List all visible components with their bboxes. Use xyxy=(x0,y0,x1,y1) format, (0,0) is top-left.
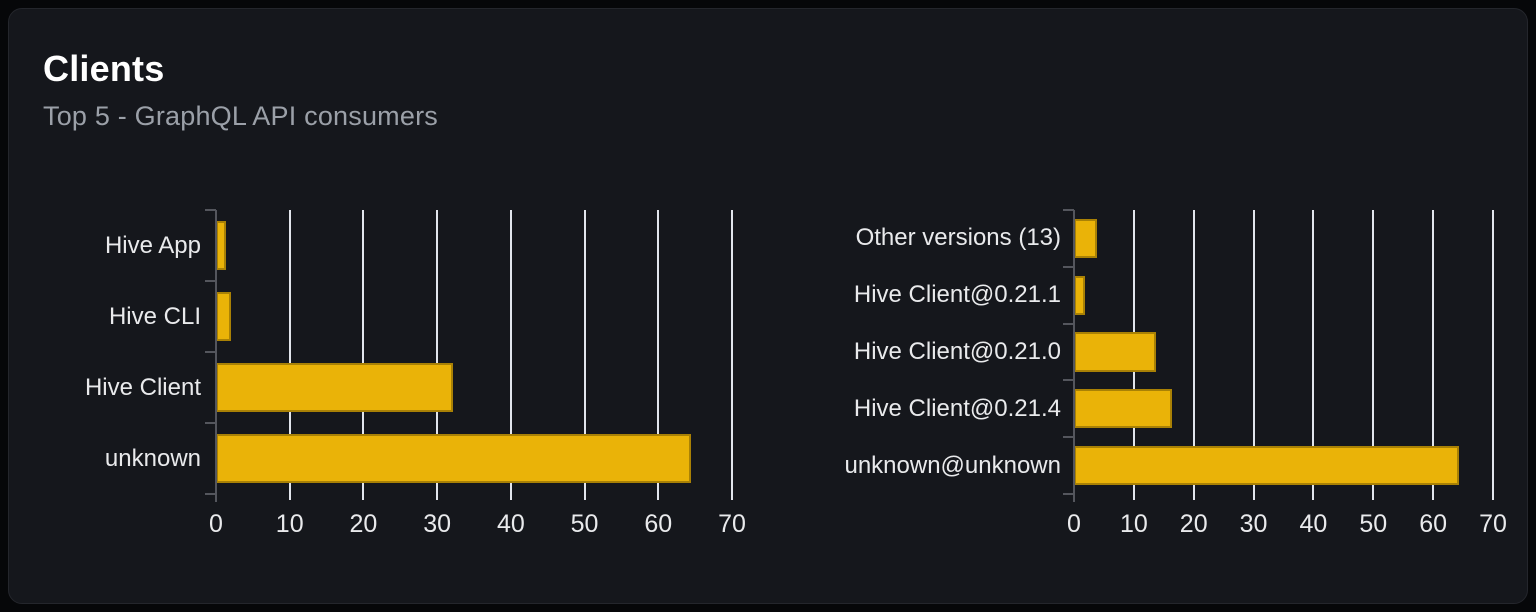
x-tick-label: 0 xyxy=(209,510,223,538)
bar-unknown xyxy=(216,434,691,483)
x-tick-label: 60 xyxy=(644,510,673,538)
x-tick-label: 30 xyxy=(1239,510,1268,538)
gridline xyxy=(583,210,586,500)
y-axis-tick xyxy=(1063,322,1074,325)
bar-hive-client xyxy=(216,363,453,412)
category-label: Hive Client@0.21.1 xyxy=(853,281,1061,309)
y-axis-tick xyxy=(205,422,216,424)
x-tick-label: 50 xyxy=(1359,510,1388,538)
x-tick-label: 70 xyxy=(1479,510,1507,538)
gridline xyxy=(362,210,365,500)
x-tick-label: 70 xyxy=(718,510,746,538)
card-subtitle: Top 5 - GraphQL API consumers xyxy=(43,100,438,131)
y-axis-line xyxy=(215,210,217,502)
bar-hive-app xyxy=(216,221,227,270)
bar-other-versions-13- xyxy=(1074,218,1098,258)
x-tick-label: 20 xyxy=(1179,510,1208,538)
gridline xyxy=(1432,210,1435,500)
x-tick-label: 10 xyxy=(1119,510,1148,538)
clients-by-version-chart: 0 10 20 30 40 50 60 70 Other versions (13) Hive C… xyxy=(844,209,1507,538)
bar-hive-cli xyxy=(216,292,231,341)
y-axis-tick xyxy=(205,209,216,211)
x-tick-label: 40 xyxy=(1299,510,1328,538)
x-tick-label: 50 xyxy=(570,510,599,538)
bar-hive-client-0-21-4 xyxy=(1074,389,1173,429)
x-tick-label: 20 xyxy=(349,510,378,538)
y-axis-tick xyxy=(205,280,216,282)
category-label: unknown@unknown xyxy=(844,451,1061,479)
gridline xyxy=(288,210,291,500)
y-axis-tick xyxy=(1063,436,1074,439)
y-axis-tick xyxy=(1063,379,1074,382)
x-tick-label: 30 xyxy=(423,510,452,538)
card-title: Clients xyxy=(43,48,165,89)
category-label: Other versions (13) xyxy=(855,224,1061,252)
y-axis-tick xyxy=(1063,265,1074,268)
category-label: Hive CLI xyxy=(108,302,201,330)
x-tick-label: 40 xyxy=(496,510,525,538)
clients-card: Clients Top 5 - GraphQL API consumers 0 1… xyxy=(8,8,1528,604)
y-axis-tick xyxy=(205,351,216,353)
card-header: Clients Top 5 - GraphQL API consumers xyxy=(43,49,438,132)
y-axis-tick xyxy=(1063,209,1074,211)
bar-unknown-unknown xyxy=(1074,446,1460,486)
y-axis-tick xyxy=(1063,493,1074,495)
gridline xyxy=(1312,210,1315,500)
gridline xyxy=(1192,210,1195,500)
x-tick-label: 10 xyxy=(275,510,304,538)
gridline xyxy=(436,210,439,500)
gridline xyxy=(731,210,733,500)
gridline xyxy=(1252,210,1255,500)
x-tick-label: 0 xyxy=(1067,510,1081,538)
bar-hive-client-0-21-0 xyxy=(1074,332,1156,372)
clients-by-name-chart: 0 10 20 30 40 50 60 70 Hive App Hive CLI Hive Clie… xyxy=(85,209,746,538)
gridline xyxy=(1492,210,1494,500)
category-label: Hive Client xyxy=(84,373,201,401)
gridline xyxy=(1372,210,1375,500)
gridline xyxy=(509,210,512,500)
category-label: unknown xyxy=(104,444,201,472)
y-axis-tick xyxy=(205,493,216,495)
y-axis-line xyxy=(1073,210,1075,502)
gridline xyxy=(657,210,660,500)
category-label: Hive Client@0.21.4 xyxy=(853,394,1061,422)
category-label: Hive Client@0.21.0 xyxy=(853,337,1061,365)
bar-hive-client-0-21-1 xyxy=(1074,275,1086,315)
x-tick-label: 60 xyxy=(1419,510,1448,538)
category-label: Hive App xyxy=(104,231,201,259)
